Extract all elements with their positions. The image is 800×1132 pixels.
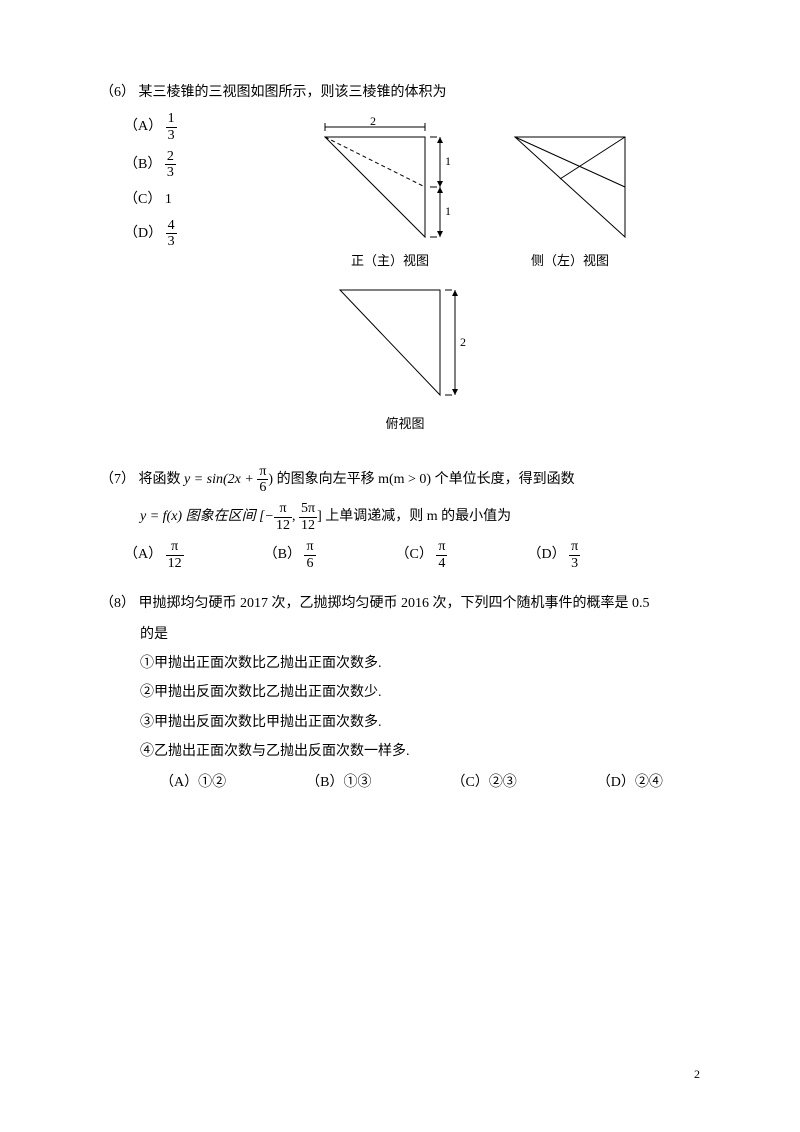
q8-item-2: ②甲抛出反面次数比乙抛出正面次数少. [140,680,700,705]
q7-l2-f2: 5π12 [299,501,317,533]
q7-formula-y: y = sin(2x + [184,472,257,487]
q8-text: 甲抛掷均匀硬币 2017 次，乙抛掷均匀硬币 2016 次，下列四个随机事件的概… [139,596,650,611]
q7-l2-mid: , [292,509,299,524]
q7-option-d: （D） π3 [527,539,580,571]
q6-option-c: （C） 1 [124,187,240,212]
q6-option-b: （B） 2 3 [124,149,240,181]
q7-formula-close: ) [268,472,273,487]
q6-b-frac: 2 3 [165,149,176,181]
top-right-dim: 2 [460,335,466,349]
q7-option-b: （B） π6 [264,539,316,571]
q6-a-label: （A） [124,119,162,134]
q6-option-d: （D） 4 3 [124,218,240,250]
q8-item-3: ③甲抛出反面次数比甲抛出正面次数多. [140,710,700,735]
front-right-dim-bottom: 1 [445,204,451,218]
q6-c-value: 1 [165,192,172,207]
q7-formula-frac: π6 [257,464,268,496]
q7-text-before: 将函数 [139,472,185,487]
side-view-label: 侧（左）视图 [531,249,609,272]
q6-head: （6） 某三棱锥的三视图如图所示，则该三棱锥的体积为 [100,80,700,105]
q8-option-c: （C）②③ [451,770,516,795]
q6-number: （6） [100,85,135,100]
front-top-dim: 2 [370,117,376,128]
top-view-label: 俯视图 [385,412,424,435]
q6-c-label: （C） [124,192,161,207]
q6-text: 某三棱锥的三视图如图所示，则该三棱锥的体积为 [139,85,447,100]
q7-l2-before: y = f(x) 图象在区间 [− [140,509,274,524]
front-view-figure: 2 1 1 [305,117,475,274]
question-6: （6） 某三棱锥的三视图如图所示，则该三棱锥的体积为 （A） 1 3 （B） 2… [100,80,700,444]
q7-line2: y = f(x) 图象在区间 [−π12, 5π12] 上单调递减，则 m 的最… [140,501,700,533]
q8-item-4: ④乙抛出正面次数与乙抛出反面次数一样多. [140,739,700,764]
q6-b-label: （B） [124,157,161,172]
q7-text-mid: 的图象向左平移 m(m > 0) 个单位长度，得到函数 [277,472,575,487]
q7-number: （7） [100,472,135,487]
q6-a-frac: 1 3 [166,111,177,143]
q6-option-a: （A） 1 3 [124,111,240,143]
front-view-label: 正（主）视图 [351,249,429,272]
q8-option-b: （B）①③ [306,770,371,795]
q8-number: （8） [100,596,135,611]
q7-option-a: （A） π12 [124,539,184,571]
q8-line2: 的是 [140,622,700,647]
q6-d-label: （D） [124,226,162,241]
q8-option-a: （A）①② [160,770,226,795]
q6-d-frac: 4 3 [166,218,177,250]
question-7: （7） 将函数 y = sin(2x + π6) 的图象向左平移 m(m > 0… [100,464,700,571]
front-right-dim-top: 1 [445,154,451,168]
q7-line1: （7） 将函数 y = sin(2x + π6) 的图象向左平移 m(m > 0… [100,464,700,496]
q8-option-d: （D）②④ [597,770,663,795]
side-view-figure: 侧（左）视图 [505,117,635,274]
top-view-figure: 2 俯视图 [320,280,490,437]
front-view-svg: 2 1 1 [305,117,475,247]
q8-options: （A）①② （B）①③ （C）②③ （D）②④ [160,770,700,795]
q8-item-1: ①甲抛出正面次数比乙抛出正面次数多. [140,651,700,676]
q7-options: （A） π12 （B） π6 （C） π4 （D） π3 [124,539,700,571]
page-number: 2 [694,1067,700,1082]
side-view-svg [505,117,635,247]
question-8: （8） 甲抛掷均匀硬币 2017 次，乙抛掷均匀硬币 2016 次，下列四个随机… [100,591,700,795]
q8-line1: （8） 甲抛掷均匀硬币 2017 次，乙抛掷均匀硬币 2016 次，下列四个随机… [100,591,700,616]
q7-option-c: （C） π4 [396,539,448,571]
q7-l2-after: ] 上单调递减，则 m 的最小值为 [317,509,511,524]
top-view-svg: 2 [320,280,490,410]
q7-l2-f1: π12 [274,501,292,533]
